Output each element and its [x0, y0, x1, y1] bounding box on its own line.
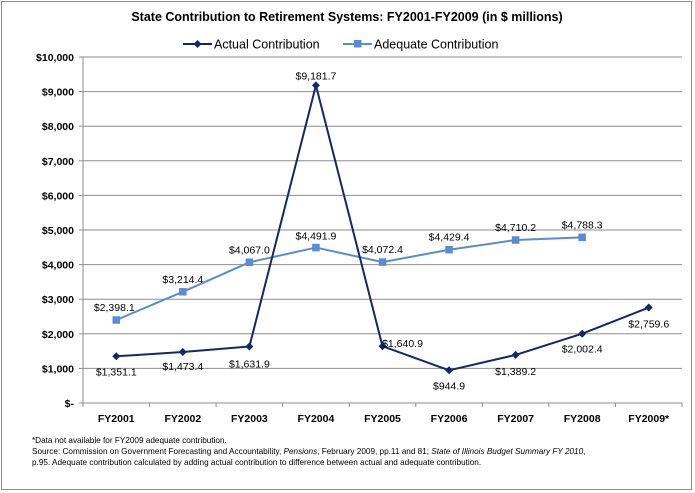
x-axis-ticks: FY2001 FY2002 FY2003 FY2004 FY2005 FY2006 FY20… [82, 403, 683, 425]
data-label-actual: $2,002.4 [562, 344, 603, 356]
y-tick-label: $2,000 [42, 329, 74, 341]
data-label-actual: $9,181.7 [296, 70, 337, 82]
legend-label-actual: Actual Contribution [214, 38, 320, 52]
x-tick-label: FY2003 [231, 413, 268, 425]
y-axis-ticks: $- $1,000 $2,000 $3,000 $4,000 $5,000 $6,000 $7… [36, 52, 83, 410]
data-label-actual: $1,473.4 [162, 361, 203, 373]
data-label-adequate: $4,788.3 [562, 219, 603, 231]
y-tick-label: $1,000 [42, 363, 74, 375]
footnote-method: p.95. Adequate contribution calculated b… [32, 458, 481, 467]
axes [82, 57, 682, 404]
data-point-actual [112, 352, 121, 361]
y-tick-label: $5,000 [42, 225, 74, 237]
data-point-adequate [378, 258, 387, 266]
x-tick-label: FY2006 [431, 413, 468, 425]
data-point-actual [378, 342, 387, 351]
data-label-actual: $1,640.9 [382, 338, 423, 350]
x-tick-label: FY2005 [364, 413, 401, 425]
footnote-source: Source: Commission on Government Forecas… [32, 447, 585, 456]
x-tick-label: FY2001 [98, 413, 135, 425]
data-label-adequate: $4,072.4 [362, 244, 403, 256]
y-tick-label: $7,000 [42, 156, 74, 168]
data-label-actual: $1,631.9 [229, 359, 270, 371]
data-point-actual [644, 303, 653, 312]
data-label-adequate: $4,429.4 [429, 232, 470, 244]
y-tick-label: $9,000 [42, 87, 74, 99]
data-point-adequate [578, 233, 586, 242]
y-tick-label: $8,000 [42, 121, 74, 133]
data-point-adequate [245, 258, 254, 267]
y-tick-label: $10,000 [36, 52, 74, 64]
data-label-adequate: $3,214.4 [162, 274, 203, 286]
data-point-adequate [179, 288, 187, 296]
data-point-actual [245, 342, 254, 351]
data-label-actual: $2,759.6 [628, 319, 669, 331]
series-adequate [112, 233, 586, 324]
data-labels: $1,351.1 $1,473.4 $1,631.9 $9,181.7 $1,640.9… [94, 70, 669, 392]
data-label-adequate: $4,710.2 [495, 222, 536, 234]
grid-lines [83, 56, 682, 369]
legend-marker-adequate [354, 40, 362, 48]
footnotes: *Data not available for FY2009 adequate … [32, 436, 585, 467]
series-line-adequate [115, 236, 583, 321]
footnote-source-budget: State of Illinois Budget Summary FY 2010 [431, 447, 583, 456]
footnote-source-part-2: , February 2009, pp.11 and 81; [317, 447, 431, 456]
data-label-adequate: $4,067.0 [229, 244, 270, 256]
data-label-adequate: $4,491.9 [296, 231, 337, 243]
footnote-source-pensions: Pensions [284, 447, 318, 456]
y-tick-label: $- [65, 398, 75, 410]
data-label-actual: $944.9 [433, 380, 465, 392]
y-tick-label: $3,000 [42, 294, 74, 306]
data-point-actual [178, 348, 187, 357]
legend: Actual Contribution Adequate Contributio… [183, 38, 498, 52]
data-point-adequate [511, 236, 520, 244]
data-point-adequate [312, 243, 320, 252]
data-point-actual [445, 366, 454, 375]
footnote-source-part-1: Source: Commission on Government Forecas… [32, 447, 284, 456]
data-point-actual [578, 329, 587, 338]
chart-title: State Contribution to Retirement Systems… [131, 10, 562, 24]
data-point-actual [511, 350, 520, 359]
x-tick-label: FY2007 [497, 413, 534, 425]
data-label-adequate: $2,398.1 [94, 302, 135, 314]
y-tick-label: $6,000 [42, 190, 74, 202]
data-label-actual: $1,389.2 [495, 366, 536, 378]
data-point-adequate [445, 245, 453, 254]
footnote-availability: *Data not available for FY2009 adequate … [32, 436, 227, 445]
data-point-adequate [112, 316, 121, 324]
data-point-actual [311, 81, 320, 90]
x-tick-label: FY2002 [164, 413, 201, 425]
legend-label-adequate: Adequate Contribution [374, 38, 498, 52]
legend-marker-actual [193, 40, 202, 48]
series-actual [112, 81, 653, 375]
x-tick-label: FY2008 [564, 413, 601, 425]
x-tick-label: FY2004 [298, 413, 335, 425]
x-tick-label: FY2009* [628, 413, 670, 425]
y-tick-label: $4,000 [42, 260, 74, 272]
data-label-actual: $1,351.1 [96, 366, 137, 378]
footnote-source-part-3: , [583, 447, 585, 456]
